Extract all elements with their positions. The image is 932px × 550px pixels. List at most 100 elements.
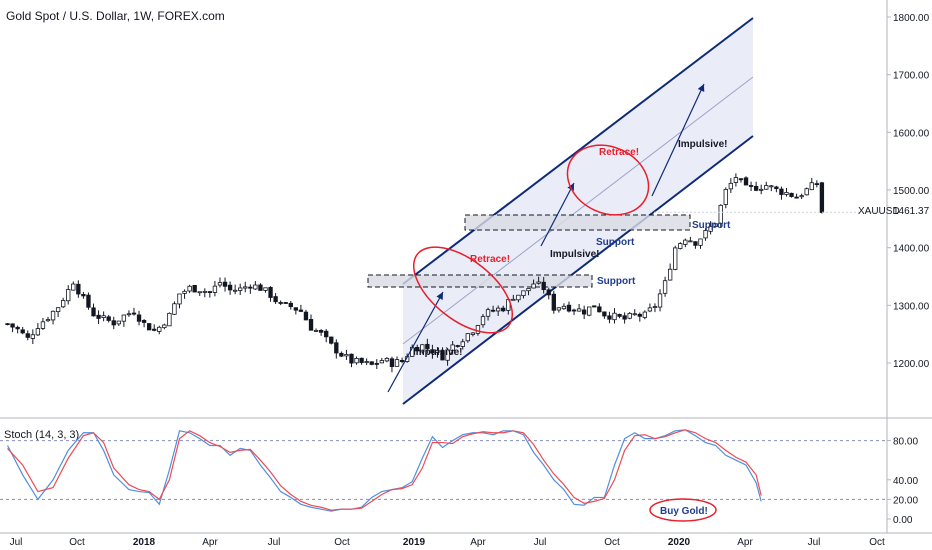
candle-body bbox=[258, 284, 263, 291]
candle-body bbox=[197, 291, 202, 294]
candle-body bbox=[192, 285, 197, 293]
stoch-d-line bbox=[7, 429, 762, 511]
candle-body bbox=[415, 346, 420, 352]
candle-body bbox=[632, 313, 637, 316]
candle-body bbox=[794, 196, 799, 199]
candle-body bbox=[162, 324, 167, 329]
candle-body bbox=[263, 287, 268, 291]
candle-body bbox=[86, 294, 91, 308]
candle-body bbox=[576, 308, 582, 312]
time-tick-label: Oct bbox=[334, 537, 350, 548]
candle-body bbox=[804, 188, 809, 196]
candle-body bbox=[678, 243, 683, 249]
impulsive-label: Impulsive! bbox=[550, 249, 599, 260]
buy-label: Buy Gold! bbox=[660, 506, 708, 517]
support-label: Support bbox=[597, 276, 636, 287]
impulsive-label: Impulsive! bbox=[678, 139, 727, 150]
candle-body bbox=[450, 344, 455, 352]
candle-body bbox=[238, 287, 243, 291]
candle-body bbox=[253, 284, 258, 290]
candle-body bbox=[703, 230, 708, 239]
candle-body bbox=[490, 309, 496, 312]
time-tick-label: Apr bbox=[737, 537, 753, 548]
retrace-label: Retrace! bbox=[470, 254, 510, 265]
candle-body bbox=[764, 185, 769, 190]
candle-body bbox=[15, 326, 20, 330]
price-tick-label: 1500.00 bbox=[893, 186, 930, 197]
candle-body bbox=[248, 286, 253, 289]
candle-body bbox=[50, 310, 56, 321]
candle-body bbox=[743, 177, 749, 186]
candle-body bbox=[774, 186, 779, 190]
retrace-circle-1 bbox=[412, 246, 514, 334]
stoch-k-line bbox=[6, 429, 762, 512]
time-tick-label: Apr bbox=[202, 537, 218, 548]
candle-body bbox=[521, 290, 526, 297]
candle-body bbox=[698, 238, 703, 246]
price-tick-label: 1300.00 bbox=[893, 301, 930, 312]
candle-body bbox=[157, 326, 162, 332]
stoch-lines bbox=[6, 429, 762, 512]
candle-body bbox=[131, 312, 137, 315]
candle-body bbox=[602, 311, 607, 317]
candle-body bbox=[172, 303, 177, 315]
candle-body bbox=[637, 313, 642, 317]
candle-body bbox=[460, 341, 465, 347]
candle-body bbox=[334, 342, 339, 354]
candle-body bbox=[759, 188, 764, 191]
time-tick-label: Oct bbox=[69, 537, 85, 548]
candle-body bbox=[40, 321, 46, 329]
candle-body bbox=[344, 354, 349, 357]
candle-body bbox=[465, 333, 470, 342]
chart-title: Gold Spot / U.S. Dollar, 1W, FOREX.com bbox=[6, 9, 225, 23]
candle-body bbox=[60, 300, 66, 308]
candle-body bbox=[152, 328, 157, 331]
candle-body bbox=[627, 312, 632, 319]
candle-body bbox=[96, 314, 101, 319]
candle-body bbox=[25, 333, 30, 338]
candle-body bbox=[642, 311, 648, 318]
candle-body bbox=[455, 345, 460, 347]
candle-body bbox=[536, 281, 541, 284]
candle-body bbox=[379, 360, 385, 364]
stoch-label: Stoch (14, 3, 3) bbox=[4, 429, 80, 441]
time-tick-label: Jul bbox=[534, 537, 547, 548]
stoch-tick-label: 80.00 bbox=[893, 437, 918, 448]
candle-body bbox=[480, 316, 486, 326]
candle-body bbox=[551, 293, 556, 311]
candle-body bbox=[354, 358, 359, 364]
time-tick-label: Jul bbox=[808, 537, 821, 548]
candle-body bbox=[339, 352, 344, 357]
channel bbox=[367, 17, 754, 405]
candle-body bbox=[425, 343, 430, 349]
candle-body bbox=[779, 188, 784, 195]
retrace-circle-2 bbox=[566, 144, 650, 216]
channel-mid-line bbox=[402, 76, 754, 345]
candle-body bbox=[531, 283, 536, 289]
candle-body bbox=[420, 344, 425, 353]
candle-body bbox=[607, 315, 612, 320]
time-tick-label: Jul bbox=[10, 537, 23, 548]
stoch-tick-label: 20.00 bbox=[893, 495, 918, 506]
candle-body bbox=[662, 280, 668, 294]
candle-body bbox=[364, 361, 369, 363]
candle-body bbox=[116, 320, 121, 325]
candle-body bbox=[526, 288, 531, 292]
candle-body bbox=[693, 241, 698, 246]
candle-body bbox=[278, 302, 283, 304]
candle-body bbox=[55, 307, 61, 313]
candle-body bbox=[293, 307, 299, 311]
candle-body bbox=[20, 329, 25, 334]
candle-body bbox=[617, 313, 622, 317]
candle-body bbox=[799, 195, 804, 198]
candle-body bbox=[303, 311, 309, 321]
candle-body bbox=[819, 182, 825, 213]
candle-body bbox=[784, 192, 789, 195]
candle-body bbox=[541, 281, 546, 291]
candle-body bbox=[430, 349, 435, 354]
candle-body bbox=[708, 226, 713, 232]
candle-body bbox=[101, 315, 106, 319]
